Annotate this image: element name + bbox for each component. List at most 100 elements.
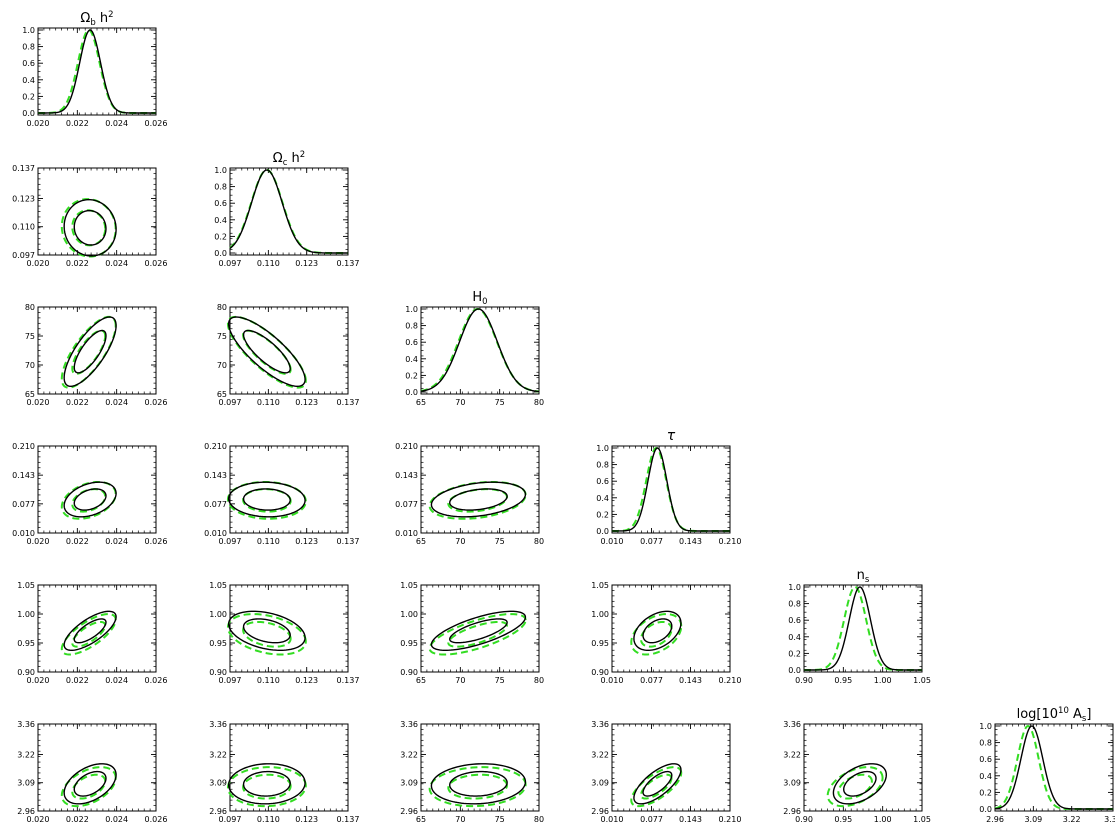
y-tick-label: 0.097 bbox=[12, 251, 35, 260]
outer-contour-dashed bbox=[60, 315, 117, 389]
marginal-dashed-curve bbox=[611, 446, 730, 532]
x-tick-label: 0.024 bbox=[105, 815, 128, 824]
title-part: 0 bbox=[482, 297, 487, 307]
y-tick-label: 3.09 bbox=[783, 779, 801, 788]
title-part: Ω bbox=[273, 151, 283, 166]
y-tick-label: 0.077 bbox=[204, 500, 227, 509]
x-tick-label: 0.137 bbox=[337, 537, 360, 546]
y-tick-label: 3.36 bbox=[783, 720, 801, 729]
y-tick-label: 0.143 bbox=[395, 471, 418, 480]
inner-contour-dashed bbox=[447, 773, 508, 800]
y-tick-label: 0.0 bbox=[22, 109, 35, 118]
title-part: log[10 bbox=[1017, 707, 1058, 722]
x-tick-label: 0.123 bbox=[295, 676, 318, 685]
panel-omega_b-vs-h0: 0.020 0.022 0.024 0.026 65 70 75 80 bbox=[25, 303, 168, 407]
inner-contour-solid bbox=[242, 770, 291, 797]
inner-contour-solid bbox=[642, 618, 673, 644]
inner-contour-dashed bbox=[71, 620, 107, 648]
y-tick-label: 0.95 bbox=[400, 639, 418, 648]
y-tick-label: 2.96 bbox=[400, 807, 418, 816]
x-tick-label: 0.143 bbox=[679, 537, 702, 546]
title-part: 10 bbox=[1058, 706, 1069, 716]
y-tick-label: 0.4 bbox=[979, 772, 992, 781]
x-tick-label: 0.137 bbox=[337, 259, 360, 268]
x-tick-label: 65 bbox=[416, 676, 426, 685]
inner-contour-dashed bbox=[242, 620, 292, 648]
y-tick-label: 0.6 bbox=[979, 755, 992, 764]
marginal-solid-curve bbox=[420, 308, 540, 393]
inner-contour-solid bbox=[449, 618, 508, 644]
y-tick-label: 0.95 bbox=[209, 639, 227, 648]
y-tick-label: 0.8 bbox=[788, 600, 801, 609]
y-tick-label: 1.05 bbox=[591, 581, 609, 590]
panel-omega_b-vs-logA: 0.020 0.022 0.024 0.026 2.96 3.09 3.22 3.36 bbox=[17, 720, 167, 824]
x-tick-label: 75 bbox=[495, 676, 505, 685]
panel-h0-marginal: 65 70 75 80 0.0 0.2 0.4 0.6 0.8 1.0 H0 bbox=[405, 290, 544, 407]
y-tick-label: 0.0 bbox=[788, 666, 801, 675]
inner-contour-solid bbox=[73, 770, 107, 797]
y-tick-label: 0.6 bbox=[214, 199, 227, 208]
x-tick-label: 2.96 bbox=[986, 815, 1004, 824]
marginal-solid-curve bbox=[38, 29, 156, 114]
y-tick-label: 1.0 bbox=[22, 26, 35, 35]
panel-ns-frame bbox=[803, 584, 923, 673]
panel-h0-vs-tau: 65 70 75 80 0.010 0.077 0.143 0.210 bbox=[395, 442, 544, 546]
y-tick-label: 0.2 bbox=[596, 510, 609, 519]
x-tick-label: 0.210 bbox=[719, 537, 742, 546]
x-tick-label: 3.36 bbox=[1104, 815, 1115, 824]
x-tick-label: 0.110 bbox=[257, 676, 280, 685]
y-tick-label: 0.8 bbox=[405, 322, 418, 331]
x-tick-label: 0.024 bbox=[105, 119, 128, 128]
y-tick-label: 1.05 bbox=[209, 581, 227, 590]
x-tick-label: 0.020 bbox=[27, 537, 50, 546]
panel-omega_c-ns-frame bbox=[229, 584, 349, 673]
marginal-solid-curve bbox=[804, 586, 922, 671]
y-tick-label: 0.4 bbox=[22, 76, 35, 85]
y-tick-label: 1.05 bbox=[400, 581, 418, 590]
panel-ns-vs-logA: 0.90 0.95 1.00 1.05 2.96 3.09 3.22 3.36 bbox=[783, 720, 931, 824]
outer-contour-solid bbox=[430, 763, 527, 805]
y-tick-label: 75 bbox=[217, 332, 227, 341]
title-part: n bbox=[857, 568, 865, 583]
inner-contour-dashed bbox=[639, 620, 673, 648]
x-tick-label: 1.00 bbox=[874, 815, 892, 824]
x-tick-label: 0.097 bbox=[219, 537, 242, 546]
outer-contour-solid bbox=[633, 763, 682, 805]
y-tick-label: 0.90 bbox=[209, 668, 227, 677]
y-tick-label: 0.4 bbox=[405, 355, 418, 364]
x-tick-label: 0.097 bbox=[219, 815, 242, 824]
outer-contour-solid bbox=[633, 610, 682, 652]
title-part: s bbox=[865, 575, 870, 585]
x-tick-label: 0.022 bbox=[66, 398, 89, 407]
y-tick-label: 0.0 bbox=[596, 527, 609, 536]
x-tick-label: 0.024 bbox=[105, 259, 128, 268]
x-tick-label: 0.020 bbox=[27, 259, 50, 268]
x-tick-label: 75 bbox=[495, 815, 505, 824]
x-tick-label: 0.020 bbox=[27, 676, 50, 685]
inner-contour-solid bbox=[449, 488, 508, 511]
inner-contour-solid bbox=[73, 329, 107, 374]
outer-contour-solid bbox=[63, 198, 117, 257]
title-part: 2 bbox=[300, 150, 305, 160]
x-tick-label: 0.143 bbox=[679, 815, 702, 824]
x-tick-label: 0.020 bbox=[27, 815, 50, 824]
y-tick-label: 1.0 bbox=[979, 722, 992, 731]
y-tick-label: 0.2 bbox=[22, 92, 35, 101]
marginal-solid-curve bbox=[612, 447, 730, 532]
y-tick-label: 1.00 bbox=[400, 610, 418, 619]
inner-contour-solid bbox=[642, 770, 673, 797]
x-tick-label: 80 bbox=[534, 537, 544, 546]
y-tick-label: 0.010 bbox=[204, 529, 227, 538]
x-tick-label: 70 bbox=[455, 537, 465, 546]
y-tick-label: 1.0 bbox=[596, 444, 609, 453]
outer-contour-solid bbox=[430, 481, 527, 518]
title-part: 2 bbox=[108, 10, 113, 20]
x-tick-label: 0.026 bbox=[145, 259, 168, 268]
title-part: h bbox=[287, 151, 299, 166]
panel-title: ns bbox=[857, 568, 870, 585]
y-tick-label: 3.22 bbox=[591, 750, 609, 759]
y-tick-label: 0.90 bbox=[591, 668, 609, 677]
y-tick-label: 0.0 bbox=[979, 805, 992, 814]
y-tick-label: 0.8 bbox=[979, 739, 992, 748]
x-tick-label: 0.110 bbox=[257, 815, 280, 824]
